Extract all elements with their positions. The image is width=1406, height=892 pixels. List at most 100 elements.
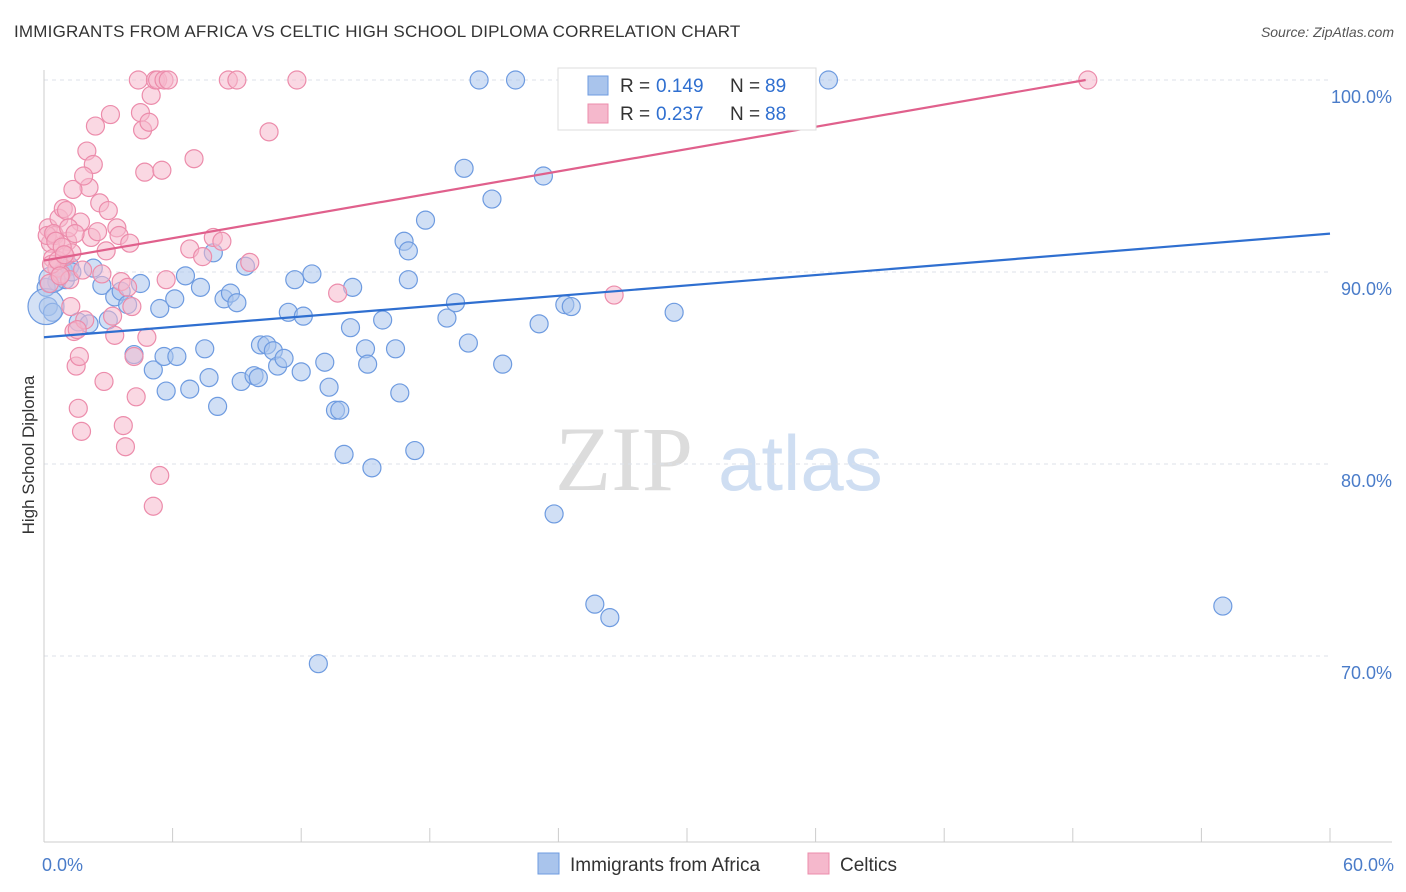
point-africa-19 — [175, 266, 196, 286]
point-celtics-58 — [184, 149, 204, 169]
point-celtics-45 — [135, 162, 155, 182]
point-celtics-38 — [120, 233, 140, 253]
point-africa-44 — [319, 377, 339, 397]
point-africa-cluster — [27, 287, 65, 326]
point-africa-46 — [330, 400, 350, 420]
point-celtics-67 — [328, 283, 348, 303]
point-africa-73 — [561, 296, 581, 317]
watermark: ZIP atlas — [555, 408, 883, 510]
point-celtics-78 — [54, 245, 74, 265]
point-celtics-65 — [259, 122, 279, 142]
point-celtics-30 — [102, 306, 123, 326]
point-africa-66 — [482, 189, 502, 209]
point-celtics-79 — [56, 200, 77, 221]
point-africa-71 — [544, 504, 564, 524]
legend-n-value-celtics: 88 — [765, 104, 786, 125]
point-africa-41 — [302, 264, 322, 284]
point-celtics-39 — [122, 296, 142, 317]
point-celtics-22 — [85, 116, 106, 136]
point-celtics-68 — [604, 285, 624, 305]
trendline-celtics — [43, 78, 1086, 262]
point-africa-17 — [165, 289, 185, 309]
point-africa-38 — [285, 270, 305, 290]
trendline-africa — [43, 232, 1331, 339]
point-africa-69 — [529, 314, 549, 334]
point-africa-65 — [469, 70, 489, 90]
point-africa-51 — [358, 354, 378, 374]
point-celtics-59 — [193, 247, 213, 267]
point-celtics-35 — [113, 416, 133, 436]
point-celtics-83 — [65, 224, 85, 244]
point-africa-78 — [664, 302, 684, 322]
point-africa-55 — [390, 383, 410, 403]
point-africa-75 — [585, 594, 605, 614]
point-celtics-49 — [143, 496, 163, 516]
point-celtics-87 — [74, 166, 94, 186]
point-africa-86 — [248, 368, 268, 388]
point-africa-60 — [415, 210, 436, 230]
legend-r-label-celtics: R = — [620, 104, 650, 125]
point-africa-23 — [199, 368, 219, 388]
series-legend[interactable]: Immigrants from Africa Celtics — [537, 852, 897, 876]
point-africa-53 — [373, 310, 393, 330]
point-celtics-69 — [1078, 70, 1098, 90]
series-legend-swatch-africa[interactable] — [537, 852, 560, 875]
point-africa-61 — [437, 308, 457, 328]
point-celtics-81 — [61, 296, 81, 317]
point-africa-39 — [291, 362, 311, 382]
series-legend-label-celtics[interactable]: Celtics — [840, 855, 897, 876]
y-tick-labels: 100.0% 90.0% 80.0% 70.0% — [1331, 87, 1392, 683]
gridlines — [44, 79, 1330, 657]
point-celtics-41 — [126, 387, 146, 407]
x-tick-label-0: 0.0% — [42, 855, 83, 875]
point-africa-36 — [274, 348, 294, 368]
watermark-atlas: atlas — [718, 419, 883, 507]
point-africa-42 — [308, 654, 328, 674]
x-tick-labels: 0.0% 60.0% — [42, 855, 1394, 875]
point-celtics-86 — [71, 421, 92, 441]
point-celtics-63 — [227, 70, 247, 90]
point-celtics-46 — [137, 327, 157, 347]
point-celtics-42 — [128, 70, 148, 90]
point-africa-82 — [1213, 596, 1233, 616]
point-celtics-16 — [72, 260, 93, 280]
point-celtics-28 — [98, 200, 118, 221]
legend-r-value-celtics: 0.237 — [656, 104, 704, 125]
point-africa-43 — [315, 352, 335, 372]
y-tick-label-3: 70.0% — [1341, 663, 1392, 683]
y-axis-label: High School Diploma — [19, 375, 38, 534]
point-africa-54 — [385, 339, 406, 359]
point-celtics-76 — [50, 266, 70, 286]
point-africa-28 — [227, 293, 247, 313]
point-africa-48 — [340, 318, 361, 338]
axes — [43, 70, 1392, 843]
point-africa-25 — [208, 396, 228, 416]
point-africa-76 — [600, 607, 620, 628]
point-celtics-40 — [124, 346, 144, 367]
legend-r-label-africa: R = — [620, 76, 650, 97]
point-africa-81 — [818, 70, 839, 90]
point-africa-63 — [454, 158, 474, 178]
point-celtics-53 — [152, 160, 172, 180]
point-africa-58 — [398, 270, 418, 290]
point-celtics-82 — [63, 179, 83, 200]
point-celtics-14 — [68, 398, 88, 418]
point-africa-59 — [405, 440, 425, 461]
series-legend-label-africa[interactable]: Immigrants from Africa — [570, 855, 760, 876]
point-africa-13 — [143, 360, 163, 380]
point-celtics-37 — [117, 277, 138, 297]
legend-n-label-celtics: N = — [730, 104, 760, 125]
watermark-zip: ZIP — [555, 408, 693, 510]
point-africa-52 — [362, 458, 382, 478]
series-immigrants-from-africa — [27, 70, 1233, 674]
source-credit: Source: ZipAtlas.com — [1260, 24, 1394, 40]
point-celtics-52 — [150, 465, 170, 486]
point-celtics-61 — [212, 231, 232, 251]
x-tick-label-1: 60.0% — [1343, 855, 1394, 875]
series-legend-swatch-celtics[interactable] — [807, 852, 830, 875]
point-celtics-66 — [287, 70, 307, 90]
chart-title: IMMIGRANTS FROM AFRICA VS CELTIC HIGH SC… — [14, 22, 741, 41]
point-africa-57 — [398, 241, 418, 261]
point-africa-21 — [190, 277, 211, 297]
